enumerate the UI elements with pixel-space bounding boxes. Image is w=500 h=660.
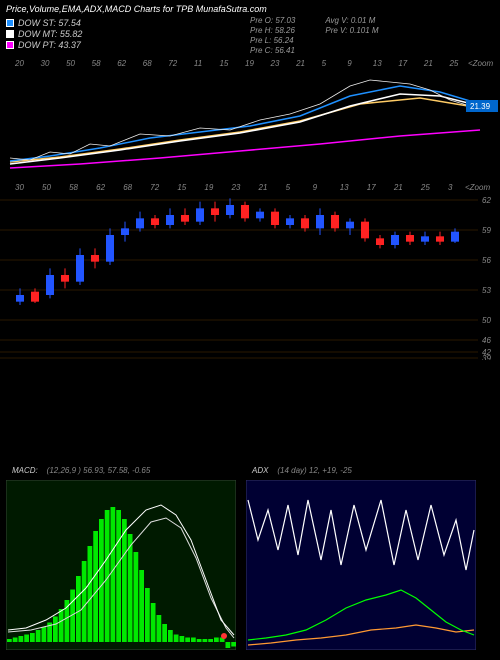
svg-text:19: 19 <box>245 59 254 68</box>
svg-text:21.39: 21.39 <box>470 102 491 111</box>
svg-text:17: 17 <box>367 183 376 192</box>
legend-swatch <box>6 19 14 27</box>
svg-text:5: 5 <box>286 183 291 192</box>
svg-text:<Zoom: <Zoom <box>465 183 490 192</box>
info-o: Pre O: 57.03 <box>250 16 295 25</box>
legend-item: DOW MT: 55.82 <box>6 29 82 39</box>
svg-text:17: 17 <box>398 59 407 68</box>
candlestick-chart: 6259565350464239305058626872151923215913… <box>0 180 500 360</box>
svg-text:39: 39 <box>482 354 491 360</box>
svg-text:58: 58 <box>69 183 78 192</box>
svg-text:19: 19 <box>204 183 213 192</box>
svg-text:72: 72 <box>168 59 177 68</box>
svg-text:21: 21 <box>393 183 403 192</box>
svg-text:25: 25 <box>420 183 430 192</box>
svg-text:<Zoom: <Zoom <box>468 59 493 68</box>
svg-text:21: 21 <box>423 59 433 68</box>
svg-text:53: 53 <box>482 286 491 295</box>
svg-text:23: 23 <box>270 59 280 68</box>
svg-text:11: 11 <box>194 59 202 68</box>
svg-text:30: 30 <box>41 59 50 68</box>
info-l: Pre L: 56.24 <box>250 36 295 45</box>
svg-text:68: 68 <box>123 183 132 192</box>
svg-text:3: 3 <box>448 183 453 192</box>
svg-text:15: 15 <box>177 183 186 192</box>
svg-text:59: 59 <box>482 226 491 235</box>
info-avgv: Avg V: 0.01 M <box>325 16 378 25</box>
adx-label: ADX (14 day) 12, +19, -25 <box>246 466 352 475</box>
svg-text:62: 62 <box>117 59 126 68</box>
ema-chart: 20 30 50 58 62 68 72 11 15 19 23 21 5 9 13 17 21 25 <Zoom 2… <box>0 56 500 170</box>
macd-chart <box>6 480 236 650</box>
macd-label: MACD: (12,26,9 ) 56.93, 57.58, -0.65 <box>6 466 150 475</box>
adx-chart <box>246 480 476 650</box>
svg-text:9: 9 <box>347 59 352 68</box>
legend-swatch <box>6 41 14 49</box>
legend-label: DOW PT: 43.37 <box>18 40 81 50</box>
svg-text:50: 50 <box>66 59 75 68</box>
price-info: Pre O: 57.03 Avg V: 0.01 M Pre H: 58.26 … <box>250 16 379 55</box>
svg-text:25: 25 <box>448 59 458 68</box>
legend-label: DOW MT: 55.82 <box>18 29 82 39</box>
svg-text:58: 58 <box>92 59 101 68</box>
svg-text:46: 46 <box>482 336 491 345</box>
svg-text:9: 9 <box>313 183 318 192</box>
svg-text:20: 20 <box>14 59 24 68</box>
legend-label: DOW ST: 57.54 <box>18 18 81 28</box>
svg-text:50: 50 <box>482 316 491 325</box>
svg-text:62: 62 <box>482 196 491 205</box>
svg-text:21: 21 <box>295 59 305 68</box>
svg-text:62: 62 <box>96 183 105 192</box>
svg-text:56: 56 <box>482 256 491 265</box>
info-h: Pre H: 58.26 <box>250 26 295 35</box>
legend-swatch <box>6 30 14 38</box>
legend-item: DOW ST: 57.54 <box>6 18 82 28</box>
legend-item: DOW PT: 43.37 <box>6 40 82 50</box>
svg-text:30: 30 <box>15 183 24 192</box>
svg-text:72: 72 <box>150 183 159 192</box>
svg-text:13: 13 <box>340 183 349 192</box>
svg-text:13: 13 <box>373 59 382 68</box>
svg-text:68: 68 <box>143 59 152 68</box>
info-c: Pre C: 56.41 <box>250 46 295 55</box>
svg-text:5: 5 <box>322 59 327 68</box>
svg-text:50: 50 <box>42 183 51 192</box>
info-prev: Pre V: 0.101 M <box>325 26 378 35</box>
svg-text:21: 21 <box>258 183 268 192</box>
svg-text:15: 15 <box>219 59 228 68</box>
svg-text:23: 23 <box>230 183 240 192</box>
